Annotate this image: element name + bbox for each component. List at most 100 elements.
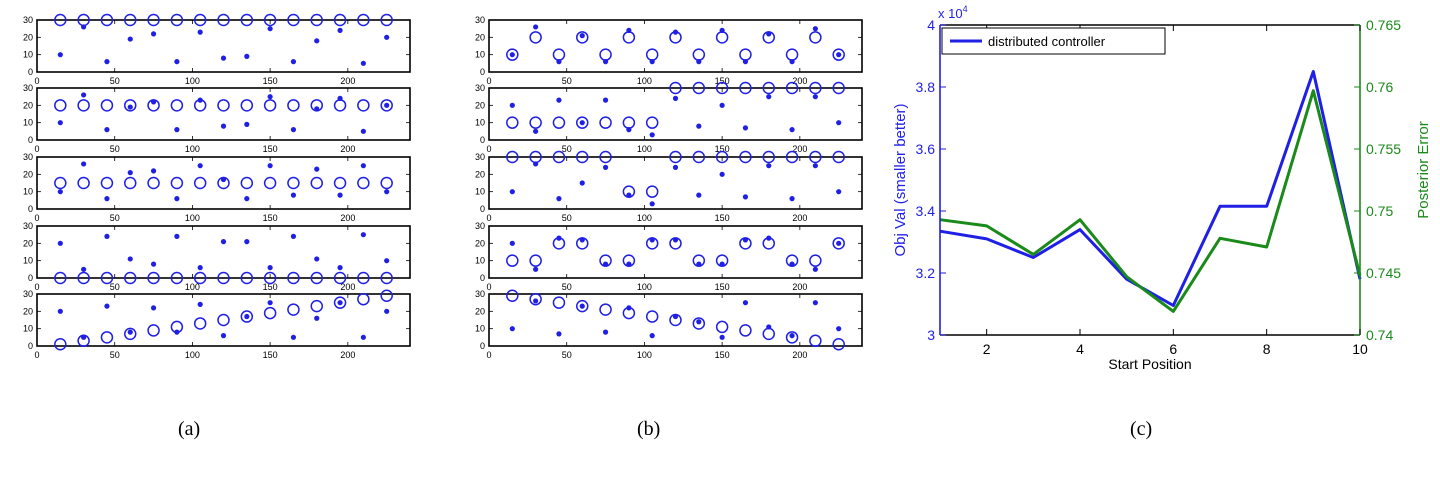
target-circle bbox=[529, 254, 542, 267]
x-tick-label: 50 bbox=[562, 213, 572, 223]
target-circle bbox=[170, 271, 184, 285]
y-right-tick-label: 0.74 bbox=[1366, 327, 1393, 343]
sample-dot bbox=[220, 333, 227, 339]
sample-dot bbox=[812, 94, 818, 100]
x-axis-title: Start Position bbox=[1108, 356, 1191, 372]
x-tick-label: 8 bbox=[1263, 341, 1271, 357]
sample-dot bbox=[384, 102, 390, 108]
sample-dot bbox=[789, 196, 795, 202]
y-tick-label: 10 bbox=[475, 256, 485, 266]
target-circle bbox=[785, 331, 799, 344]
target-circle bbox=[715, 81, 729, 95]
sample-dot bbox=[556, 97, 562, 103]
target-circle bbox=[645, 310, 659, 323]
x-tick-label: 100 bbox=[637, 76, 652, 86]
sample-dot bbox=[649, 333, 655, 339]
x-tick-label: 150 bbox=[263, 282, 278, 292]
sample-dot bbox=[672, 95, 679, 101]
sample-dot bbox=[719, 27, 725, 33]
target-circle bbox=[77, 99, 90, 112]
sample-dot bbox=[766, 235, 772, 241]
sample-dot bbox=[602, 261, 609, 267]
sample-dot bbox=[244, 121, 250, 127]
y-tick-label: 30 bbox=[475, 152, 485, 162]
target-circle bbox=[832, 48, 845, 61]
panel-a-subplot-1: 0 10 20 30 0 50 100 150 200 bbox=[23, 13, 411, 86]
sample-dot bbox=[314, 166, 320, 172]
target-circle bbox=[240, 176, 254, 190]
x-tick-label: 100 bbox=[637, 282, 652, 292]
sample-dot bbox=[290, 127, 297, 133]
y-tick-label: 10 bbox=[23, 256, 33, 266]
sample-dot bbox=[150, 31, 157, 37]
sample-dot bbox=[766, 31, 772, 37]
y-tick-label: 20 bbox=[23, 306, 33, 316]
x-tick-label: 200 bbox=[792, 76, 807, 86]
target-circle bbox=[287, 176, 300, 190]
target-circle bbox=[715, 320, 729, 334]
sample-dot bbox=[174, 329, 180, 335]
sample-dot bbox=[836, 189, 842, 195]
target-circle bbox=[645, 185, 659, 198]
subplot-frame bbox=[488, 225, 863, 279]
sample-dot bbox=[812, 266, 818, 272]
target-circle bbox=[217, 13, 230, 27]
left-scale-exponent: 4 bbox=[963, 4, 968, 14]
sample-dot bbox=[244, 239, 250, 245]
target-circle bbox=[263, 99, 277, 112]
sample-dot bbox=[696, 261, 702, 267]
panel-c-chart: 2 4 6 8 10 3 3.2 3.4 3.6 3.8 4 0.74 0.745 0.75 0.755 0.… bbox=[892, 4, 1432, 372]
x-tick-label: 50 bbox=[110, 350, 120, 360]
panel-b-subplot-4: 0 10 20 30 0 50 100 150 200 bbox=[475, 221, 863, 292]
y-tick-label: 20 bbox=[23, 238, 33, 248]
target-circle bbox=[54, 13, 67, 27]
target-circle bbox=[100, 176, 114, 190]
target-circle bbox=[240, 13, 254, 27]
left-scale-base: x 10 bbox=[938, 6, 963, 21]
sample-dot bbox=[104, 233, 110, 239]
x-tick-label: 2 bbox=[983, 341, 991, 357]
sample-dot bbox=[57, 52, 63, 58]
panel-a-subplot-3: 0 10 20 30 0 50 100 150 200 bbox=[23, 152, 411, 223]
sample-dot bbox=[579, 180, 585, 186]
y-tick-label: 30 bbox=[475, 221, 485, 231]
target-circle bbox=[287, 271, 300, 285]
subplot-frame bbox=[36, 156, 411, 210]
target-circle bbox=[506, 254, 519, 267]
sample-dot bbox=[81, 24, 87, 30]
target-circle bbox=[506, 289, 519, 302]
subplot-frame bbox=[36, 19, 411, 73]
panel-b-subplot-3: 0 10 20 30 0 50 100 150 200 bbox=[475, 150, 863, 223]
target-circle bbox=[832, 237, 845, 250]
sample-dot bbox=[150, 305, 157, 311]
sample-dot bbox=[626, 261, 632, 267]
sample-dot bbox=[174, 233, 180, 239]
target-circle bbox=[576, 299, 589, 313]
y-tick-label: 30 bbox=[23, 15, 33, 25]
target-circle bbox=[357, 176, 370, 190]
y-tick-label: 30 bbox=[23, 289, 33, 299]
target-circle bbox=[529, 31, 542, 44]
y-tick-label: 30 bbox=[475, 83, 485, 93]
y-left-tick-label: 3 bbox=[927, 327, 935, 343]
target-circle bbox=[217, 271, 230, 285]
sample-dot bbox=[57, 240, 63, 246]
y-tick-label: 20 bbox=[475, 32, 485, 42]
target-circle bbox=[240, 271, 254, 285]
x-tick-label: 100 bbox=[185, 213, 200, 223]
target-circle bbox=[217, 313, 230, 327]
sample-dot bbox=[220, 176, 227, 183]
y-tick-label: 0 bbox=[28, 273, 33, 283]
sample-dot bbox=[384, 34, 390, 40]
target-circle bbox=[263, 306, 277, 320]
sample-dot bbox=[337, 95, 343, 101]
sample-dot bbox=[649, 132, 655, 138]
y-tick-label: 0 bbox=[480, 273, 485, 283]
target-circle bbox=[77, 176, 90, 190]
target-circle bbox=[809, 81, 822, 95]
sample-dot bbox=[579, 303, 585, 309]
x-tick-label: 50 bbox=[110, 76, 120, 86]
y-tick-label: 0 bbox=[28, 135, 33, 145]
target-circle bbox=[599, 48, 612, 61]
